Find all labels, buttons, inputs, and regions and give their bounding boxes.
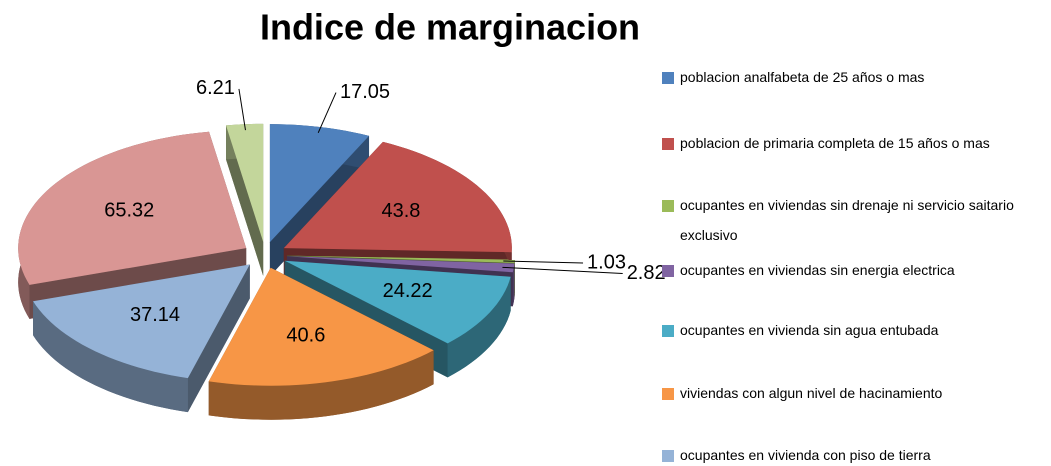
legend-label: ocupantes en viviendas sin drenaje ni se… xyxy=(680,197,1014,243)
legend-item: ocupantes en viviendas sin energia elect… xyxy=(662,255,1035,285)
legend-swatch xyxy=(662,450,674,462)
slice-rim xyxy=(33,301,188,413)
data-label: 24.22 xyxy=(383,280,433,302)
legend-swatch xyxy=(662,200,674,212)
data-label: 17.05 xyxy=(340,81,390,103)
slice-rim xyxy=(447,276,511,378)
legend-swatch xyxy=(662,72,674,84)
slice xyxy=(269,124,370,243)
data-label: 40.6 xyxy=(286,324,325,346)
legend-swatch xyxy=(662,138,674,150)
slice-wall xyxy=(187,264,250,413)
slice xyxy=(208,267,434,386)
legend-item: ocupantes en vivienda con piso de tierra xyxy=(662,440,1035,466)
leader-line xyxy=(238,88,246,131)
legend-label: poblacion analfabeta de 25 años o mas xyxy=(680,69,925,85)
legend-swatch xyxy=(662,265,674,277)
slice xyxy=(33,264,250,379)
legend-item: ocupantes en viviendas sin drenaje ni se… xyxy=(662,190,1035,250)
slice xyxy=(283,141,512,253)
data-label: 65.32 xyxy=(104,200,154,222)
legend-label: poblacion de primaria completa de 15 año… xyxy=(680,135,990,151)
legend-item: viviendas con algun nivel de hacinamient… xyxy=(662,378,1035,408)
legend-swatch xyxy=(662,325,674,337)
leader-line xyxy=(502,266,623,275)
slice-wall xyxy=(226,125,264,276)
legend-label: ocupantes en viviendas sin energia elect… xyxy=(680,262,955,278)
legend-item: ocupantes en vivienda sin agua entubada xyxy=(662,315,1035,345)
leader-line xyxy=(503,260,584,264)
legend-item: poblacion de primaria completa de 15 año… xyxy=(662,128,1035,158)
data-label: 2.82 xyxy=(627,262,666,284)
legend-label: viviendas con algun nivel de hacinamient… xyxy=(680,385,943,401)
legend-label: ocupantes en vivienda con piso de tierra xyxy=(680,447,931,463)
slice-rim xyxy=(208,350,434,420)
slice xyxy=(284,260,511,344)
chart-title: Indice de marginacion xyxy=(260,7,640,48)
slice xyxy=(286,256,515,273)
legend-swatch xyxy=(662,388,674,400)
slice xyxy=(226,123,264,242)
data-label: 1.03 xyxy=(587,251,626,273)
data-label: 43.8 xyxy=(381,200,420,222)
legend-label: ocupantes en vivienda sin agua entubada xyxy=(680,322,939,338)
legend-item: poblacion analfabeta de 25 años o mas xyxy=(662,62,1035,92)
slice-rim xyxy=(512,263,515,307)
slice xyxy=(286,255,515,263)
data-label: 37.14 xyxy=(130,304,180,326)
data-label: 6.21 xyxy=(196,77,235,99)
leader-line xyxy=(317,92,337,134)
slice xyxy=(18,131,247,285)
